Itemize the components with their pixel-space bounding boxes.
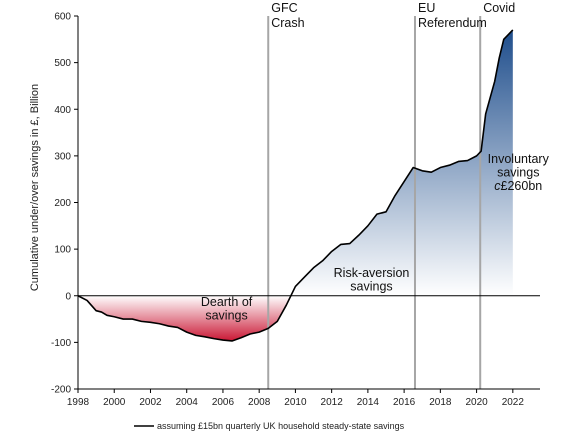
- x-tick-label: 2014: [357, 397, 380, 408]
- x-tick-label: 2008: [248, 397, 271, 408]
- y-tick-label: 500: [54, 58, 71, 69]
- x-tick-label: 2000: [103, 397, 126, 408]
- x-tick-label: 1998: [67, 397, 90, 408]
- negative-area: [78, 295, 513, 341]
- x-tick-label: 2020: [465, 397, 488, 408]
- event-label-line2: Referendum: [418, 16, 487, 30]
- y-ticks: -200 -100 0 100 200 300 400 500 600: [51, 12, 78, 396]
- y-tick-label: 100: [54, 245, 71, 256]
- y-axis-label: Cumulative under/over savings in £, Bill…: [29, 84, 41, 291]
- y-tick-label: 300: [54, 151, 71, 162]
- x-tick-label: 2004: [176, 397, 199, 408]
- y-tick-label: 600: [54, 12, 71, 23]
- annotation-line: Risk-aversion: [334, 266, 410, 280]
- x-tick-label: 2012: [321, 397, 344, 408]
- x-tick-label: 2002: [139, 397, 162, 408]
- annotation-line: savings: [350, 280, 392, 294]
- x-tick-label: 2018: [429, 397, 452, 408]
- annotation-line: Dearth of: [201, 295, 253, 309]
- annotation-circa: c: [494, 179, 501, 193]
- event-label-line1: EU: [418, 1, 435, 15]
- event-label-line2: Crash: [271, 16, 304, 30]
- y-tick-label: 0: [65, 291, 71, 302]
- event-label-line1: GFC: [271, 1, 297, 15]
- x-ticks: 1998 2000 2002 2004 2006 2008 2010 2012 2014 2016…: [67, 389, 525, 408]
- y-tick-label: -200: [51, 385, 71, 396]
- x-tick-label: 2010: [284, 397, 307, 408]
- x-tick-label: 2016: [393, 397, 416, 408]
- annotation-line: c£260bn: [494, 179, 542, 193]
- annotation-line: Involuntary: [488, 152, 550, 166]
- annotation-line: savings: [497, 165, 539, 179]
- event-lines: [267, 16, 482, 389]
- y-tick-label: 400: [54, 105, 71, 116]
- annotation-line: savings: [205, 309, 247, 323]
- y-tick-label: 200: [54, 198, 71, 209]
- y-tick-label: -100: [51, 338, 71, 349]
- x-tick-label: 2022: [502, 397, 525, 408]
- x-tick-label: 2006: [212, 397, 235, 408]
- event-label-line1: Covid: [483, 1, 515, 15]
- series-line: [77, 29, 514, 342]
- positive-area: [78, 29, 513, 296]
- legend: assuming £15bn quarterly UK household st…: [134, 421, 405, 431]
- legend-label: assuming £15bn quarterly UK household st…: [157, 421, 405, 431]
- annotations: Dearth ofsavingsRisk-aversionsavingsInvo…: [201, 152, 550, 323]
